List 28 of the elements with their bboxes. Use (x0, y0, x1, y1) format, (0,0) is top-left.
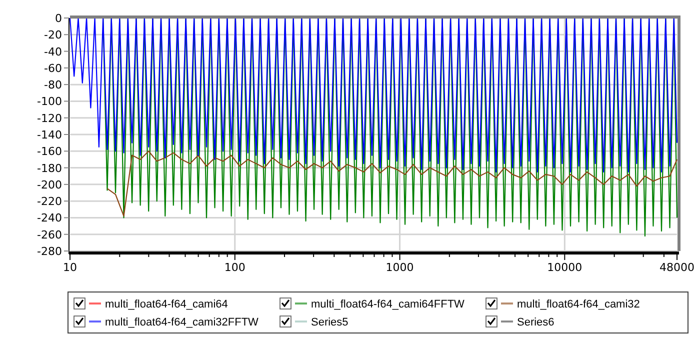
y-tick-label: -80 (44, 78, 62, 92)
y-tick-label: -220 (37, 195, 62, 208)
y-tick-label: -160 (37, 145, 62, 158)
legend-label: multi_float64-f64_cami32FFTW (105, 316, 260, 328)
y-tick-label: -20 (44, 28, 62, 42)
y-tick-label: 0 (55, 12, 62, 25)
x-tick-label: 10 (63, 261, 77, 274)
x-tick-label: 100 (224, 261, 246, 274)
y-tick-label: -60 (44, 62, 62, 75)
y-tick-label: -260 (37, 228, 62, 242)
y-tick-label: -240 (37, 212, 62, 225)
legend-label: Series6 (517, 316, 554, 328)
x-tick-label: 10000 (547, 261, 582, 274)
y-tick-label: -200 (37, 178, 62, 192)
x-tick-label: 1000 (386, 261, 414, 274)
line-series (106, 150, 678, 217)
y-tick-label: -280 (37, 245, 62, 258)
y-tick-label: -120 (37, 112, 62, 125)
legend-label: Series5 (311, 316, 348, 328)
y-tick-label: -100 (37, 95, 62, 108)
y-tick-label: -180 (37, 162, 62, 175)
legend-label: multi_float64-f64_cami64FFTW (311, 298, 466, 310)
legend-label: multi_float64-f64_cami32 (517, 298, 640, 310)
line-series (69, 17, 678, 172)
legend-label: multi_float64-f64_cami64 (105, 298, 228, 310)
y-tick-label: -40 (44, 45, 62, 58)
y-tick-label: -140 (37, 128, 62, 142)
x-tick-label: 48000 (660, 261, 694, 274)
